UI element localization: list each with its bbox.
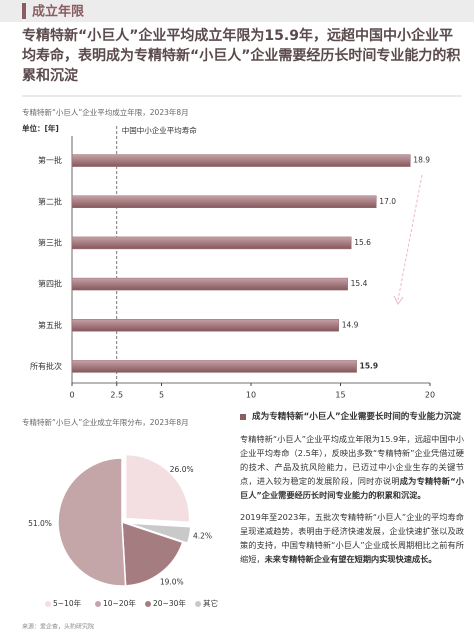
section-title: 成立年限	[32, 4, 85, 20]
trend-arrow-head	[393, 295, 404, 305]
y-tick-label: 第一批	[38, 155, 62, 165]
value-label: 14.9	[342, 320, 359, 329]
text-run: 成为专精特新“小巨人”企业需要经历长时间专业能力的积累和沉淀。	[240, 476, 464, 500]
paragraph: 2019年至2023年，五批次专精特新“小巨人”企业的平均寿命呈现递减趋势，表明…	[240, 510, 464, 566]
x-tick-label: 0	[69, 391, 74, 400]
legend-swatch	[45, 601, 51, 607]
headline: 专精特新“小巨人”企业平均成立年限为15.9年，远超中国中小企业平均寿命，表明成…	[22, 28, 461, 84]
analysis: 成为专精特新“小巨人”企业需要长时间的专业能力沉淀 专精特新“小巨人”企业平均成…	[240, 410, 464, 574]
x-tick-label: 20	[425, 391, 435, 400]
pie-slice	[126, 522, 192, 545]
value-label: 51.0%	[28, 519, 52, 528]
x-tick-label: 15	[335, 391, 345, 400]
value-label: 15.6	[354, 238, 371, 247]
bar	[71, 154, 411, 167]
legend-swatch	[195, 601, 201, 607]
bar	[71, 319, 339, 332]
value-label: 19.0%	[160, 577, 184, 586]
analysis-heading: 成为专精特新“小巨人”企业需要长时间的专业能力沉淀	[240, 410, 464, 424]
y-tick-label: 第四批	[38, 279, 62, 289]
y-tick-label: 第二批	[38, 196, 62, 206]
x-tick-label: 2.5	[110, 391, 123, 400]
bar	[71, 236, 352, 250]
bar	[71, 360, 357, 373]
text-run: 未来专精特新企业有望在短期内实现快速成长。	[264, 554, 437, 564]
pie-slice	[57, 457, 127, 587]
header-band	[0, 0, 474, 22]
pie-slice	[121, 520, 184, 587]
value-label: 15.9	[360, 361, 379, 370]
reference-label: 中国中小企业平均寿命	[122, 125, 197, 135]
value-label: 15.4	[351, 279, 368, 288]
unit-label: 单位：[年]	[22, 123, 59, 133]
header-marker	[22, 3, 26, 19]
text-run: 2019年至2023年，五批次专精特新“小巨人”企业的平均寿命呈现递减趋势，表明…	[240, 512, 464, 564]
y-tick-label: 第三批	[38, 237, 62, 247]
value-label: 26.0%	[170, 465, 194, 474]
bar	[71, 195, 377, 208]
x-tick-label: 10	[246, 391, 256, 400]
paragraph: 专精特新“小巨人”企业平均成立年限为15.9年，远超中国中小企业平均寿命（2.5…	[240, 432, 464, 502]
value-label: 18.9	[413, 156, 430, 165]
legend-label: 10~20年	[103, 598, 136, 608]
pie-slice	[124, 453, 191, 524]
chart-title: 专精特新“小巨人”企业平均成立年限，2023年8月	[22, 107, 189, 117]
y-tick-label: 第五批	[38, 320, 62, 330]
legend-swatch	[145, 601, 151, 607]
trend-arrow	[397, 174, 423, 301]
value-label: 17.0	[379, 197, 396, 206]
bar	[71, 277, 348, 291]
source: 来源：爱企查，头豹研究院	[22, 623, 94, 631]
value-label: 4.2%	[193, 531, 212, 540]
chart-title: 专精特新“小巨人”企业成立年限分布，2023年8月	[22, 417, 189, 427]
legend-label: 其它	[203, 598, 218, 608]
y-tick-label: 所有批次	[30, 361, 62, 371]
legend-swatch	[95, 601, 101, 607]
legend-label: 20~30年	[153, 598, 186, 608]
text-run: 专精特新“小巨人”企业平均成立年限为15.9年，远超中国中小企业平均寿命（2.5…	[240, 434, 464, 486]
x-tick-label: 5	[159, 391, 164, 400]
legend-label: 5~10年	[53, 598, 82, 608]
